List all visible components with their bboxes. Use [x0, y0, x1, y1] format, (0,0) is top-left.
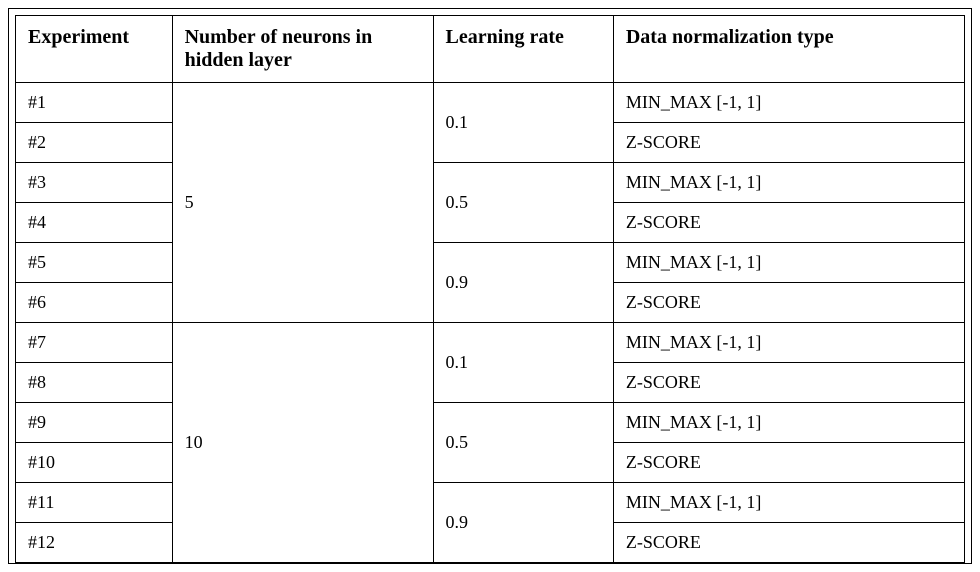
cell-learning-rate: 0.9: [433, 243, 613, 323]
cell-neurons: 5: [172, 83, 433, 323]
cell-normalization: Z-SCORE: [613, 203, 964, 243]
cell-experiment: #5: [16, 243, 173, 283]
cell-normalization: MIN_MAX [-1, 1]: [613, 403, 964, 443]
cell-learning-rate: 0.5: [433, 403, 613, 483]
cell-experiment: #8: [16, 363, 173, 403]
cell-normalization: MIN_MAX [-1, 1]: [613, 323, 964, 363]
cell-learning-rate: 0.1: [433, 323, 613, 403]
cell-experiment: #10: [16, 443, 173, 483]
cell-experiment: #6: [16, 283, 173, 323]
cell-normalization: MIN_MAX [-1, 1]: [613, 163, 964, 203]
cell-experiment: #11: [16, 483, 173, 523]
col-header-neurons: Number of neurons in hidden layer: [172, 16, 433, 83]
cell-experiment: #7: [16, 323, 173, 363]
cell-experiment: #9: [16, 403, 173, 443]
cell-experiment: #3: [16, 163, 173, 203]
cell-learning-rate: 0.9: [433, 483, 613, 563]
cell-learning-rate: 0.1: [433, 83, 613, 163]
table-row: #9 0.5 MIN_MAX [-1, 1]: [16, 403, 965, 443]
cell-neurons: 10: [172, 323, 433, 563]
table-container: Experiment Number of neurons in hidden l…: [8, 8, 972, 564]
col-header-experiment: Experiment: [16, 16, 173, 83]
table-row: #3 0.5 MIN_MAX [-1, 1]: [16, 163, 965, 203]
table-row: #11 0.9 MIN_MAX [-1, 1]: [16, 483, 965, 523]
table-row: #5 0.9 MIN_MAX [-1, 1]: [16, 243, 965, 283]
cell-normalization: Z-SCORE: [613, 363, 964, 403]
table-header-row: Experiment Number of neurons in hidden l…: [16, 16, 965, 83]
cell-normalization: MIN_MAX [-1, 1]: [613, 243, 964, 283]
col-header-learning-rate: Learning rate: [433, 16, 613, 83]
cell-experiment: #12: [16, 523, 173, 563]
cell-experiment: #4: [16, 203, 173, 243]
cell-normalization: MIN_MAX [-1, 1]: [613, 483, 964, 523]
cell-normalization: Z-SCORE: [613, 123, 964, 163]
cell-normalization: Z-SCORE: [613, 443, 964, 483]
table-row: #1 5 0.1 MIN_MAX [-1, 1]: [16, 83, 965, 123]
cell-normalization: Z-SCORE: [613, 283, 964, 323]
cell-normalization: MIN_MAX [-1, 1]: [613, 83, 964, 123]
experiment-table: Experiment Number of neurons in hidden l…: [15, 15, 965, 563]
cell-normalization: Z-SCORE: [613, 523, 964, 563]
cell-experiment: #1: [16, 83, 173, 123]
cell-learning-rate: 0.5: [433, 163, 613, 243]
cell-experiment: #2: [16, 123, 173, 163]
col-header-normalization: Data normalization type: [613, 16, 964, 83]
table-row: #7 10 0.1 MIN_MAX [-1, 1]: [16, 323, 965, 363]
